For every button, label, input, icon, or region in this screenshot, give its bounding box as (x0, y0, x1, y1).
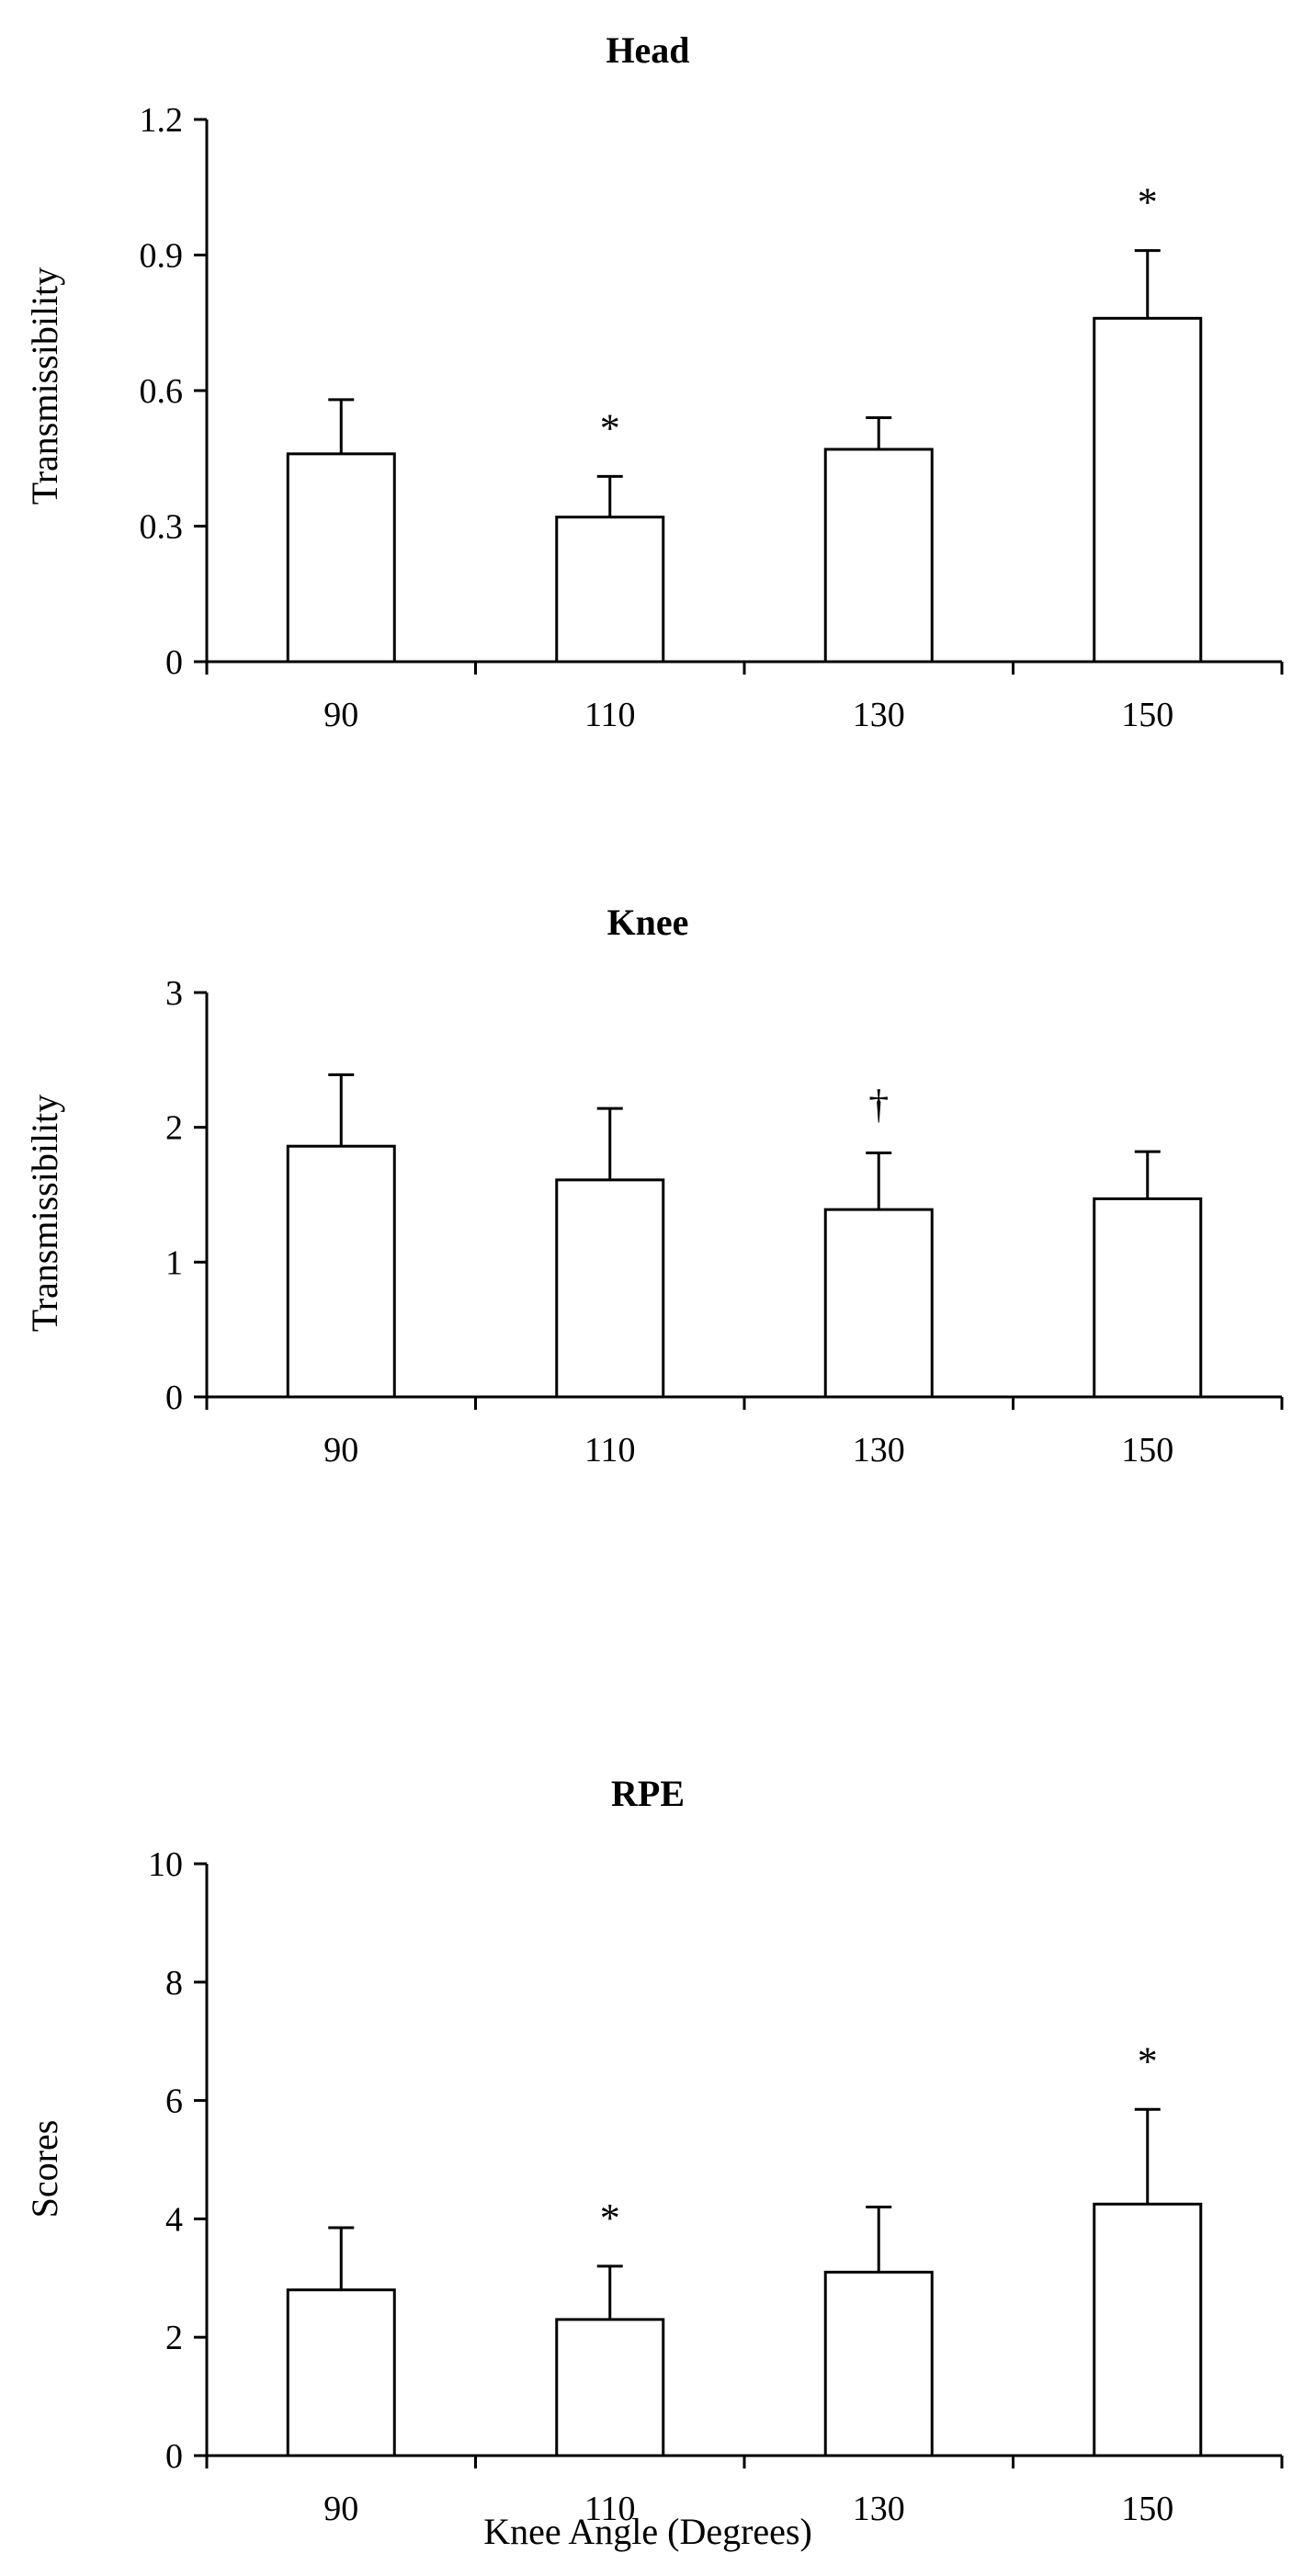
bar-head-110 (555, 516, 665, 664)
y-axis-label-knee: Transmissibility (24, 1095, 65, 1333)
y-axis-label-rpe: Scores (24, 2120, 65, 2219)
y-tick-label-rpe: 4 (165, 2200, 183, 2239)
x-tick-label-head-130: 130 (853, 696, 905, 734)
significance-marker-head-110: * (600, 405, 620, 450)
x-tick-label-rpe-90: 90 (323, 2490, 358, 2528)
bar-knee-90 (286, 1144, 396, 1399)
bar-head-130 (823, 448, 934, 664)
y-tick-label-knee: 2 (165, 1109, 183, 1148)
bar-knee-150 (1093, 1197, 1203, 1399)
x-tick-label-head-150: 150 (1121, 696, 1173, 734)
bar-rpe-150 (1093, 2202, 1203, 2457)
panel-knee: Knee Transmissibility 0 1 2 3 90 110 130 † 150 (24, 902, 1284, 1470)
y-tick-label-head: 0.6 (140, 372, 184, 411)
bar-rpe-130 (823, 2270, 934, 2457)
x-tick-label-knee-130: 130 (853, 1431, 905, 1470)
x-tick-label-rpe-130: 130 (853, 2490, 905, 2528)
x-tick-label-rpe-150: 150 (1121, 2490, 1173, 2528)
chart-title-knee: Knee (607, 902, 689, 943)
bar-knee-130 (823, 1208, 934, 1399)
significance-marker-rpe-150: * (1138, 2038, 1158, 2083)
y-tick-label-rpe: 2 (165, 2319, 183, 2357)
x-tick-label-head-90: 90 (323, 696, 358, 734)
y-tick-label-head: 0.9 (140, 237, 184, 276)
x-tick-label-knee-90: 90 (323, 1431, 358, 1470)
y-tick-label-head: 0 (165, 643, 183, 682)
y-tick-label-rpe: 10 (148, 1845, 183, 1884)
x-tick-label-knee-150: 150 (1121, 1431, 1173, 1470)
y-tick-label-rpe: 0 (165, 2437, 183, 2476)
significance-marker-knee-130: † (868, 1083, 889, 1128)
bar-rpe-90 (286, 2288, 396, 2457)
plot-area-head: 0 0.3 0.6 0.9 1.2 90 110 * 130 150 * (140, 101, 1284, 734)
y-axis-label-head: Transmissibility (24, 267, 65, 505)
x-tick-label-rpe-110: 110 (584, 2490, 636, 2528)
x-tick-label-head-110: 110 (584, 696, 636, 734)
chart-title-head: Head (606, 29, 689, 71)
panel-head: Head Transmissibility 0 0.3 0.6 0.9 1.2 90 110… (24, 29, 1284, 734)
bar-head-150 (1093, 316, 1203, 664)
bar-knee-110 (555, 1178, 665, 1399)
y-tick-label-head: 1.2 (140, 101, 184, 140)
y-tick-label-knee: 1 (165, 1243, 183, 1282)
x-axis-label-rpe: Knee Angle (Degrees) (483, 2511, 812, 2552)
y-tick-label-knee: 3 (165, 974, 183, 1013)
plot-area-knee: 0 1 2 3 90 110 130 † 150 (165, 974, 1284, 1470)
bar-rpe-110 (555, 2318, 665, 2457)
y-tick-label-rpe: 6 (165, 2082, 183, 2121)
bar-head-90 (286, 452, 396, 664)
panel-rpe: RPE Scores 0 2 4 6 8 10 90 110 * 130 150 * Knee Ang… (24, 1773, 1284, 2552)
plot-area-rpe: 0 2 4 6 8 10 90 110 * 130 150 * (148, 1845, 1284, 2528)
significance-marker-rpe-110: * (600, 2196, 620, 2241)
significance-marker-head-150: * (1138, 180, 1158, 225)
chart-title-rpe: RPE (611, 1773, 685, 1814)
y-tick-label-rpe: 8 (165, 1964, 183, 2003)
y-tick-label-knee: 0 (165, 1379, 183, 1417)
x-tick-label-knee-110: 110 (584, 1431, 636, 1470)
y-tick-label-head: 0.3 (140, 508, 184, 547)
